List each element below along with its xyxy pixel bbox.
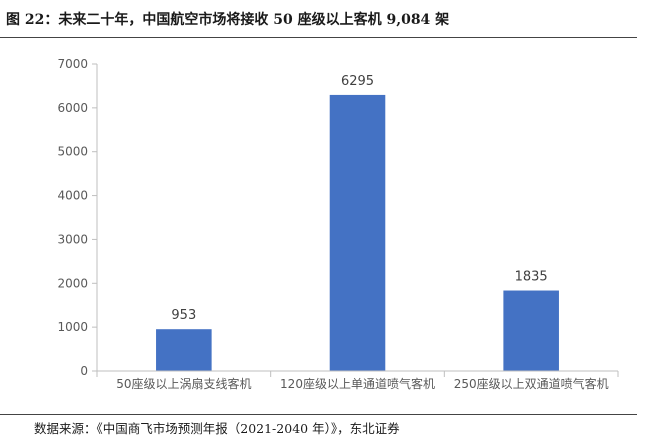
bar (156, 329, 212, 371)
bar (329, 94, 386, 372)
data-label: 953 (171, 308, 196, 323)
figure-title: 图 22：未来二十年，中国航空市场将接收 50 座级以上客机 9,084 架 (6, 12, 450, 28)
top-rule (0, 37, 637, 38)
y-tick-label: 3000 (57, 232, 88, 246)
y-tick-label: 1000 (57, 320, 88, 334)
bottom-rule (0, 414, 637, 415)
data-label: 6295 (341, 74, 374, 89)
bars: 953 6295 1835 (156, 74, 559, 372)
y-axis: 0 1000 2000 3000 4000 5000 6000 7000 (57, 57, 98, 378)
y-tick-label: 0 (80, 364, 88, 378)
y-tick-label: 2000 (57, 276, 88, 290)
y-tick-label: 7000 (57, 57, 88, 71)
x-category-label: 50座级以上涡扇支线客机 (116, 376, 251, 391)
y-tick-label: 4000 (57, 189, 88, 203)
y-tick-label: 6000 (57, 101, 88, 115)
data-label: 1835 (515, 270, 548, 285)
x-category-label: 120座级以上单通道喷气客机 (280, 376, 435, 391)
bar (503, 290, 559, 371)
y-tick-label: 5000 (57, 145, 88, 159)
x-category-label: 250座级以上双通道喷气客机 (454, 376, 609, 391)
source-note: 数据来源：《中国商飞市场预测年报（2021-2040 年）》，东北证券 (34, 421, 400, 436)
x-axis: 50座级以上涡扇支线客机 120座级以上单通道喷气客机 250座级以上双通道喷气客机 (96, 370, 619, 391)
